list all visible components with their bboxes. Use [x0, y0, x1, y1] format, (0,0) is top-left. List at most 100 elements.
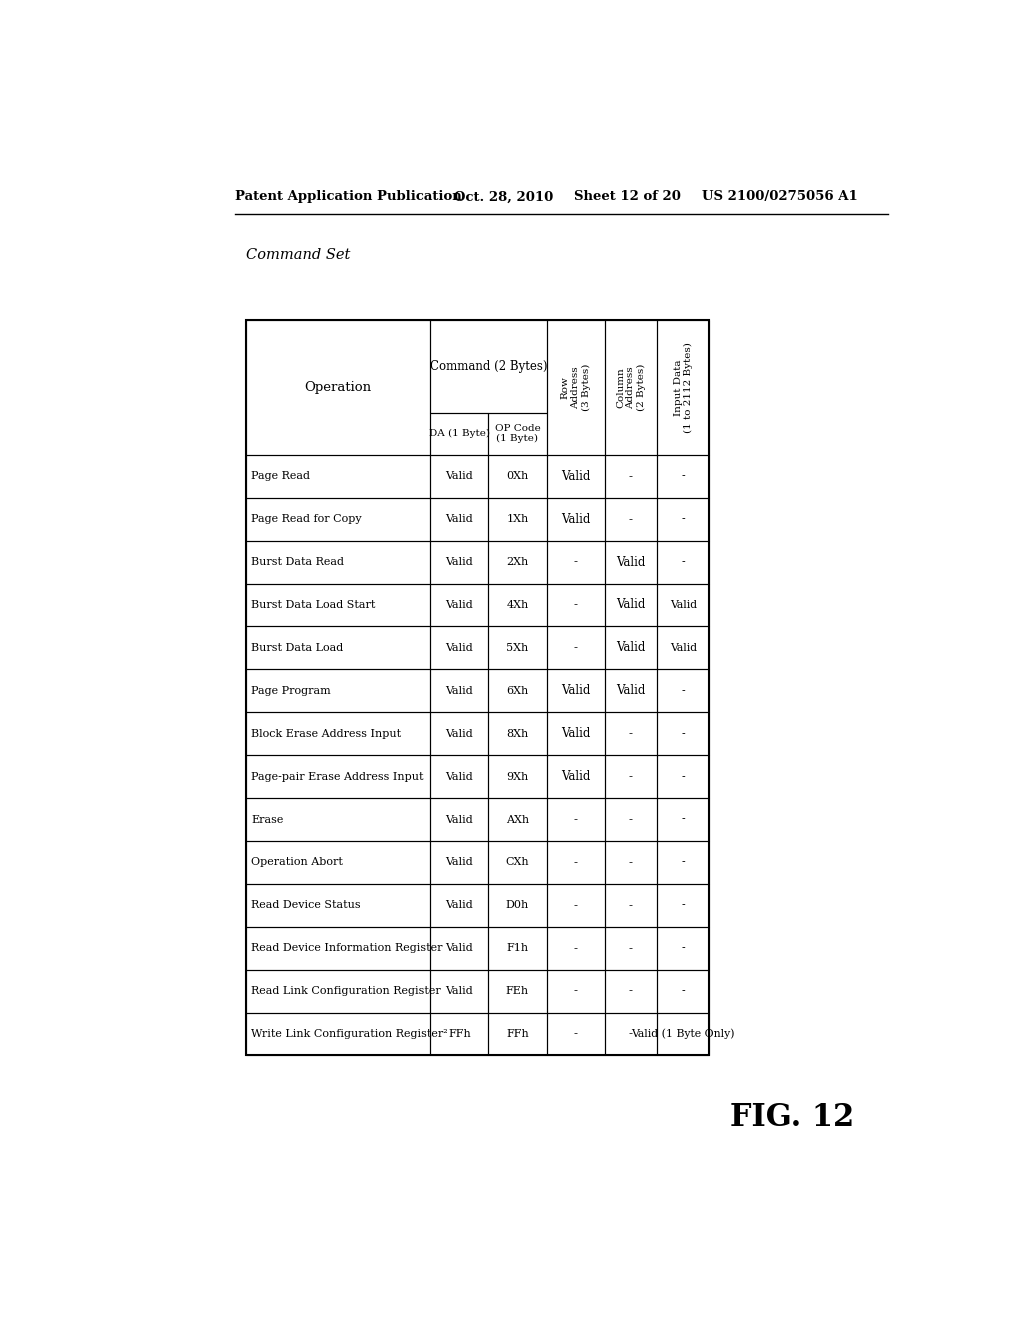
Bar: [604, 583, 657, 627]
Bar: [246, 713, 430, 755]
Text: Page Read for Copy: Page Read for Copy: [251, 515, 361, 524]
Text: -: -: [682, 471, 685, 482]
Bar: [604, 841, 657, 884]
Text: Valid: Valid: [445, 601, 473, 610]
Bar: [246, 321, 430, 455]
Text: Burst Data Load Start: Burst Data Load Start: [251, 601, 376, 610]
Text: 1Xh: 1Xh: [506, 515, 528, 524]
Text: Valid (1 Byte Only): Valid (1 Byte Only): [632, 1028, 735, 1039]
Bar: [657, 669, 710, 713]
Text: 8Xh: 8Xh: [506, 729, 528, 739]
Bar: [657, 455, 710, 498]
Text: Erase: Erase: [251, 814, 284, 825]
Bar: [547, 713, 604, 755]
Bar: [547, 970, 604, 1012]
Text: FEh: FEh: [506, 986, 529, 997]
Bar: [604, 498, 657, 541]
Bar: [604, 321, 657, 455]
Text: 2Xh: 2Xh: [506, 557, 528, 568]
Bar: [430, 841, 488, 884]
Bar: [547, 799, 604, 841]
Text: Command Set: Command Set: [246, 248, 350, 261]
Text: Valid: Valid: [616, 556, 646, 569]
Bar: [547, 669, 604, 713]
Bar: [604, 627, 657, 669]
Text: Sheet 12 of 20: Sheet 12 of 20: [573, 190, 681, 203]
Bar: [657, 799, 710, 841]
Text: FFh: FFh: [506, 1030, 528, 1039]
Bar: [430, 713, 488, 755]
Text: Valid: Valid: [445, 772, 473, 781]
Bar: [488, 498, 547, 541]
Bar: [604, 799, 657, 841]
Text: -: -: [573, 1027, 578, 1040]
Bar: [246, 455, 430, 498]
Text: -: -: [629, 727, 633, 741]
Text: -: -: [629, 813, 633, 826]
Bar: [246, 841, 430, 884]
Text: -: -: [629, 470, 633, 483]
Text: Valid: Valid: [445, 729, 473, 739]
Bar: [430, 755, 488, 799]
Bar: [246, 884, 430, 927]
Text: Block Erase Address Input: Block Erase Address Input: [251, 729, 401, 739]
Bar: [657, 927, 710, 970]
Text: Page-pair Erase Address Input: Page-pair Erase Address Input: [251, 772, 424, 781]
Bar: [246, 755, 430, 799]
Bar: [430, 669, 488, 713]
Text: -: -: [682, 814, 685, 825]
Bar: [488, 927, 547, 970]
Text: -: -: [573, 985, 578, 998]
Text: -: -: [682, 515, 685, 524]
Bar: [246, 498, 430, 541]
Bar: [604, 669, 657, 713]
Text: D0h: D0h: [506, 900, 529, 911]
Bar: [488, 455, 547, 498]
Text: Oct. 28, 2010: Oct. 28, 2010: [454, 190, 553, 203]
Text: Valid: Valid: [445, 643, 473, 653]
Bar: [430, 498, 488, 541]
Bar: [547, 627, 604, 669]
Text: -: -: [573, 813, 578, 826]
Bar: [488, 627, 547, 669]
Text: 9Xh: 9Xh: [506, 772, 528, 781]
Bar: [430, 455, 488, 498]
Text: Valid: Valid: [561, 770, 590, 783]
Bar: [604, 455, 657, 498]
Bar: [547, 583, 604, 627]
Text: OP Code
(1 Byte): OP Code (1 Byte): [495, 424, 541, 444]
Bar: [657, 541, 710, 583]
Text: 4Xh: 4Xh: [506, 601, 528, 610]
Bar: [488, 841, 547, 884]
Bar: [430, 927, 488, 970]
Text: -: -: [682, 772, 685, 781]
Text: -: -: [573, 855, 578, 869]
Text: 5Xh: 5Xh: [506, 643, 528, 653]
Text: Operation: Operation: [304, 381, 372, 393]
Text: -: -: [682, 986, 685, 997]
Bar: [488, 799, 547, 841]
Text: -: -: [682, 686, 685, 696]
Bar: [547, 884, 604, 927]
Text: -: -: [573, 899, 578, 912]
Text: Valid: Valid: [616, 598, 646, 611]
Bar: [547, 498, 604, 541]
Bar: [657, 755, 710, 799]
Text: 6Xh: 6Xh: [506, 686, 528, 696]
Bar: [246, 627, 430, 669]
Text: Valid: Valid: [445, 814, 473, 825]
Bar: [430, 583, 488, 627]
Bar: [430, 321, 547, 412]
Text: Patent Application Publication: Patent Application Publication: [234, 190, 462, 203]
Text: Input Data
(1 to 2112 Bytes): Input Data (1 to 2112 Bytes): [674, 342, 693, 433]
Text: -: -: [573, 556, 578, 569]
Bar: [657, 321, 710, 455]
Text: -: -: [629, 855, 633, 869]
Text: Valid: Valid: [445, 858, 473, 867]
Bar: [657, 1012, 710, 1056]
Text: Valid: Valid: [445, 471, 473, 482]
Bar: [657, 713, 710, 755]
Text: Valid: Valid: [670, 601, 697, 610]
Text: Burst Data Read: Burst Data Read: [251, 557, 344, 568]
Bar: [604, 541, 657, 583]
